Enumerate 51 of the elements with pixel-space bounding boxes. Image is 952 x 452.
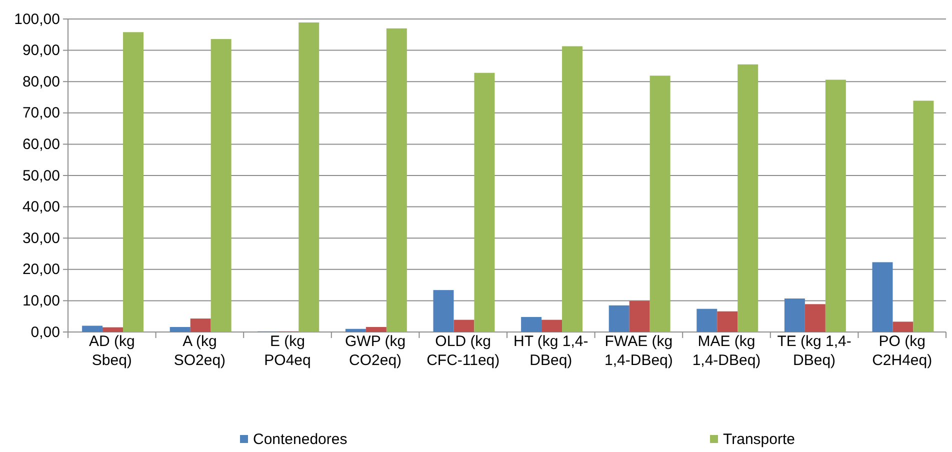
bar [825, 80, 846, 332]
x-tick-label: A (kg SO2eq) [174, 333, 226, 369]
y-tick-label: 50,00 [22, 167, 60, 184]
x-tick-label: OLD (kg CFC-11eq) [426, 333, 500, 369]
bar [738, 64, 758, 332]
y-tick-label: 60,00 [22, 136, 60, 153]
y-tick-label: 30,00 [22, 230, 60, 247]
y-tick-label: 70,00 [22, 104, 60, 122]
bar [170, 326, 190, 332]
bar [892, 322, 914, 332]
bar [433, 290, 454, 332]
bar [210, 39, 232, 332]
bar [190, 318, 211, 332]
bar [123, 32, 144, 332]
bar [102, 327, 124, 332]
x-tick-label: GWP (kg CO2eq) [345, 333, 406, 369]
x-tick-label: AD (kg Sbeq) [88, 333, 135, 369]
bar [650, 76, 670, 332]
legend-label: Contenedores [253, 431, 348, 448]
bar [872, 262, 893, 332]
bar [804, 304, 826, 332]
bar [366, 326, 386, 332]
bar [629, 301, 650, 332]
x-tick-label: PO (kg C2H4eq) [872, 333, 932, 369]
x-tick-label: FWAE (kg 1,4-DBeq) [604, 333, 673, 369]
bar [608, 305, 630, 332]
bar [542, 320, 562, 332]
bar [82, 326, 103, 332]
bar [474, 72, 495, 332]
x-tick-label: HT (kg 1,4-DBeq) [514, 333, 588, 369]
bar [784, 298, 805, 332]
bar [386, 28, 407, 332]
bar [298, 22, 320, 332]
bar [717, 311, 738, 332]
y-tick-label: 90,00 [22, 42, 60, 60]
x-tick-label: E (kg PO4eq [264, 333, 311, 369]
bar [913, 100, 934, 332]
y-tick-label: 100,00 [14, 10, 60, 28]
y-tick-label: 80,00 [22, 73, 60, 90]
y-tick-label: 10,00 [22, 292, 60, 310]
y-tick-label: 20,00 [22, 261, 60, 278]
legend-label: Transporte [723, 431, 795, 448]
x-tick-label: TE (kg 1,4-DBeq) [777, 333, 852, 369]
bar [562, 46, 583, 332]
bar [521, 316, 542, 332]
bar [345, 328, 366, 332]
x-tick-label: MAE (kg 1,4-DBeq) [692, 333, 761, 369]
bar [696, 308, 718, 332]
y-tick-label: 0,00 [30, 324, 60, 341]
bar [454, 320, 474, 332]
y-tick-label: 40,00 [22, 198, 60, 216]
